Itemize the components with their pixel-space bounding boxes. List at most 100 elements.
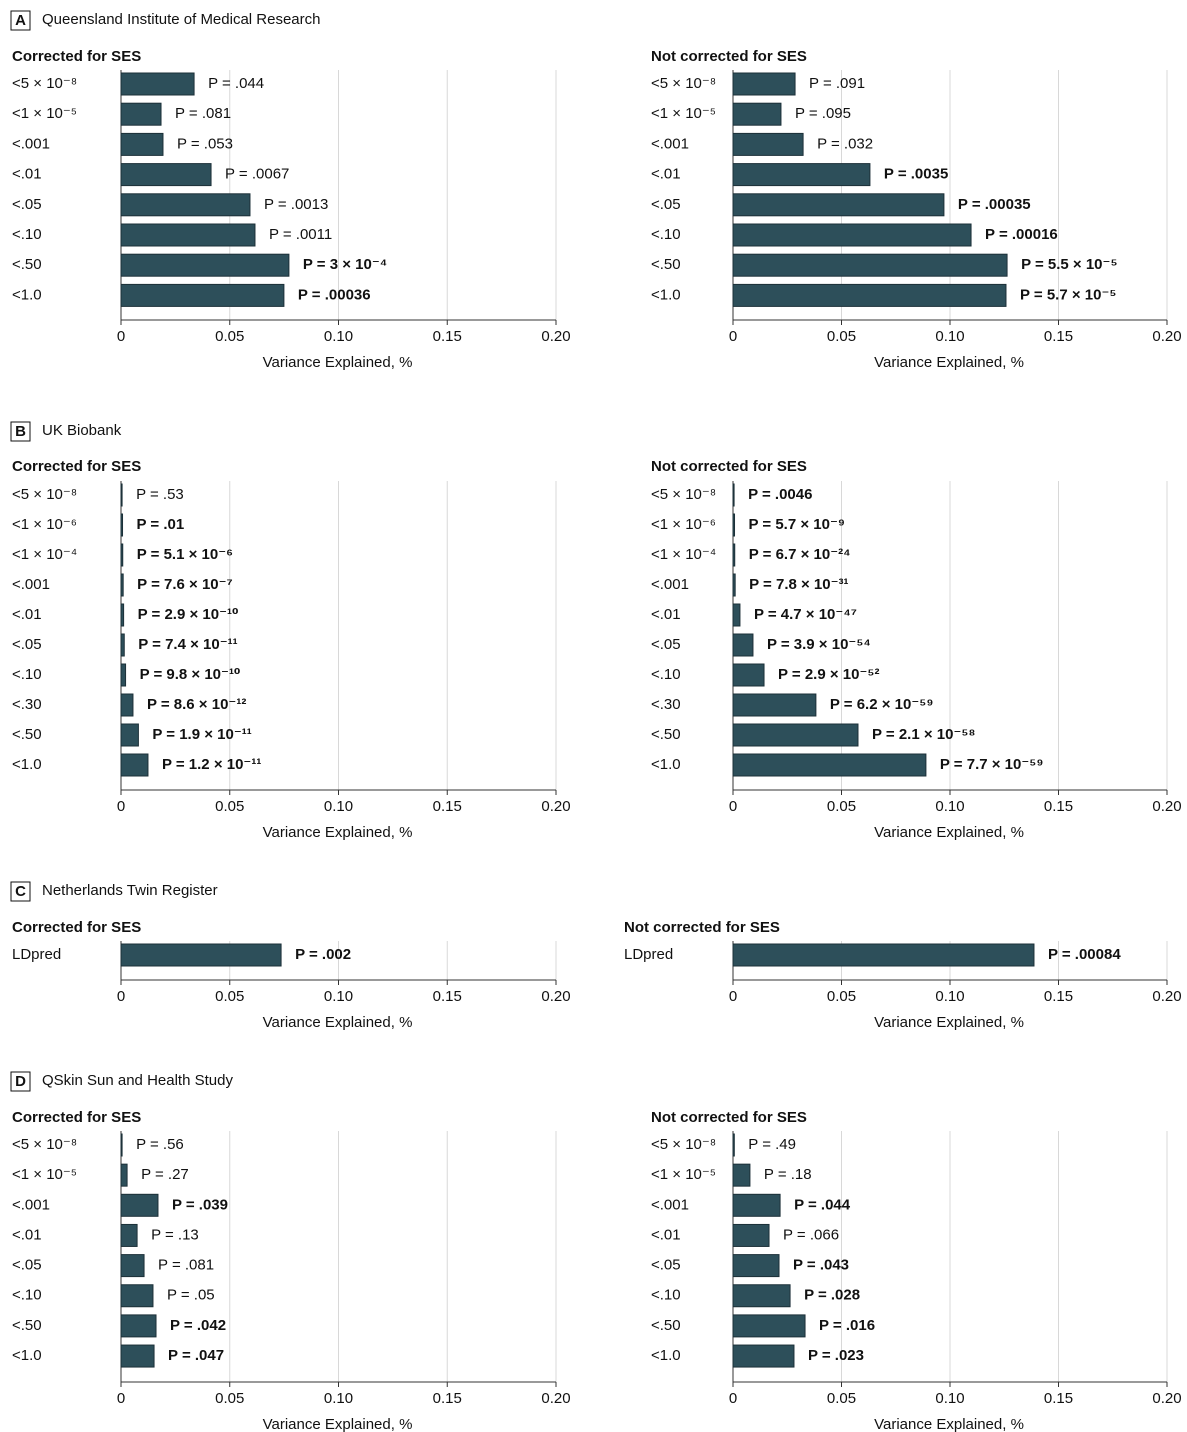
p-value-label: P = .0013 xyxy=(264,196,328,213)
x-tick-label: 0.15 xyxy=(1044,1390,1073,1407)
p-value-label: P = .081 xyxy=(158,1257,214,1274)
x-tick-label: 0 xyxy=(729,328,737,345)
y-tick-label: <.10 xyxy=(12,666,42,683)
p-value-label: P = .039 xyxy=(172,1196,228,1213)
y-tick-label: <5 × 10⁻⁸ xyxy=(12,486,77,503)
chart-subtitle: Corrected for SES xyxy=(12,919,141,936)
p-value-label: P = .0067 xyxy=(225,166,289,183)
x-axis-label: Variance Explained, % xyxy=(263,354,413,371)
x-axis-label: Variance Explained, % xyxy=(874,824,1024,841)
bar xyxy=(732,543,736,567)
panel-title: Netherlands Twin Register xyxy=(42,882,218,899)
y-tick-label: <.001 xyxy=(12,576,50,593)
bar xyxy=(120,102,162,126)
y-tick-label: <.50 xyxy=(651,1317,681,1334)
p-value-label: P = 5.5 × 10⁻⁵ xyxy=(1021,256,1117,273)
y-tick-label: <1.0 xyxy=(12,286,42,303)
y-tick-label: <.10 xyxy=(651,666,681,683)
bar xyxy=(732,1163,751,1187)
panel-label: A xyxy=(15,12,26,29)
p-value-label: P = .002 xyxy=(295,946,351,963)
p-value-label: P = 1.9 × 10⁻¹¹ xyxy=(152,726,251,743)
chart-subtitle: Not corrected for SES xyxy=(651,48,807,65)
bar xyxy=(120,483,123,507)
x-tick-label: 0.10 xyxy=(935,798,964,815)
bar xyxy=(120,1133,123,1157)
bar xyxy=(120,943,282,967)
p-value-label: P = 4.7 × 10⁻⁴⁷ xyxy=(754,606,857,623)
p-value-label: P = .00035 xyxy=(958,196,1031,213)
p-value-label: P = 2.1 × 10⁻⁵⁸ xyxy=(872,726,976,743)
bar xyxy=(732,193,945,217)
p-value-label: P = .0035 xyxy=(884,166,948,183)
bar xyxy=(732,1223,770,1247)
bar xyxy=(120,132,164,156)
y-tick-label: <.10 xyxy=(651,1287,681,1304)
x-tick-label: 0.15 xyxy=(433,328,462,345)
panel-label-box xyxy=(10,881,31,902)
p-value-label: P = 5.7 × 10⁻⁵ xyxy=(1020,286,1116,303)
bar xyxy=(120,1344,155,1368)
x-tick-label: 0.15 xyxy=(1044,988,1073,1005)
bar xyxy=(120,543,124,567)
p-value-label: P = .53 xyxy=(136,486,184,503)
y-tick-label: <.05 xyxy=(651,636,681,653)
p-value-label: P = 5.1 × 10⁻⁶ xyxy=(137,546,233,563)
p-value-label: P = .01 xyxy=(137,516,185,533)
x-axis-label: Variance Explained, % xyxy=(874,1416,1024,1432)
bar xyxy=(732,1344,795,1368)
y-tick-label: <.05 xyxy=(12,196,42,213)
y-tick-label: <.50 xyxy=(651,256,681,273)
x-tick-label: 0 xyxy=(729,988,737,1005)
panel-label: D xyxy=(15,1073,26,1090)
p-value-label: P = 7.8 × 10⁻³¹ xyxy=(749,576,848,593)
y-tick-label: LDpred xyxy=(12,946,61,963)
x-tick-label: 0.05 xyxy=(215,988,244,1005)
panel-label: C xyxy=(15,883,26,900)
y-tick-label: <.50 xyxy=(12,1317,42,1334)
p-value-label: P = .00084 xyxy=(1048,946,1121,963)
y-tick-label: <1.0 xyxy=(12,1347,42,1364)
bar xyxy=(732,223,972,247)
bar xyxy=(732,603,741,627)
bar xyxy=(732,132,804,156)
x-axis-label: Variance Explained, % xyxy=(874,1014,1024,1031)
x-tick-label: 0.10 xyxy=(935,988,964,1005)
p-value-label: P = 9.8 × 10⁻¹⁰ xyxy=(140,666,241,683)
y-tick-label: <1 × 10⁻⁵ xyxy=(651,1166,716,1183)
bar xyxy=(732,633,754,657)
y-tick-label: <1.0 xyxy=(651,1347,681,1364)
p-value-label: P = .091 xyxy=(809,75,865,92)
y-tick-label: <.05 xyxy=(12,1257,42,1274)
y-tick-label: <.50 xyxy=(651,726,681,743)
bar xyxy=(120,163,212,187)
x-tick-label: 0 xyxy=(117,988,125,1005)
bar xyxy=(120,513,124,537)
y-tick-label: <5 × 10⁻⁸ xyxy=(651,486,716,503)
y-tick-label: <.001 xyxy=(12,1196,50,1213)
x-tick-label: 0.05 xyxy=(827,798,856,815)
bar xyxy=(732,253,1008,277)
x-axis-label: Variance Explained, % xyxy=(263,1416,413,1432)
p-value-label: P = .13 xyxy=(151,1226,199,1243)
bar xyxy=(732,483,735,507)
x-tick-label: 0.15 xyxy=(433,988,462,1005)
p-value-label: P = 2.9 × 10⁻⁵² xyxy=(778,666,879,683)
panel-title: QSkin Sun and Health Study xyxy=(42,1072,233,1089)
p-value-label: P = .016 xyxy=(819,1317,875,1334)
p-value-label: P = 6.2 × 10⁻⁵⁹ xyxy=(830,696,934,713)
x-tick-label: 0.15 xyxy=(433,1390,462,1407)
x-tick-label: 0.05 xyxy=(215,798,244,815)
panel-label-box xyxy=(10,421,31,442)
bar xyxy=(732,1254,780,1278)
y-tick-label: <.50 xyxy=(12,256,42,273)
bar xyxy=(732,1133,735,1157)
bar xyxy=(120,693,134,717)
bar xyxy=(120,1193,159,1217)
x-tick-label: 0.20 xyxy=(541,988,570,1005)
y-tick-label: <1 × 10⁻⁵ xyxy=(651,105,716,122)
p-value-label: P = 7.6 × 10⁻⁷ xyxy=(137,576,233,593)
bar xyxy=(732,573,736,597)
x-tick-label: 0.20 xyxy=(541,328,570,345)
